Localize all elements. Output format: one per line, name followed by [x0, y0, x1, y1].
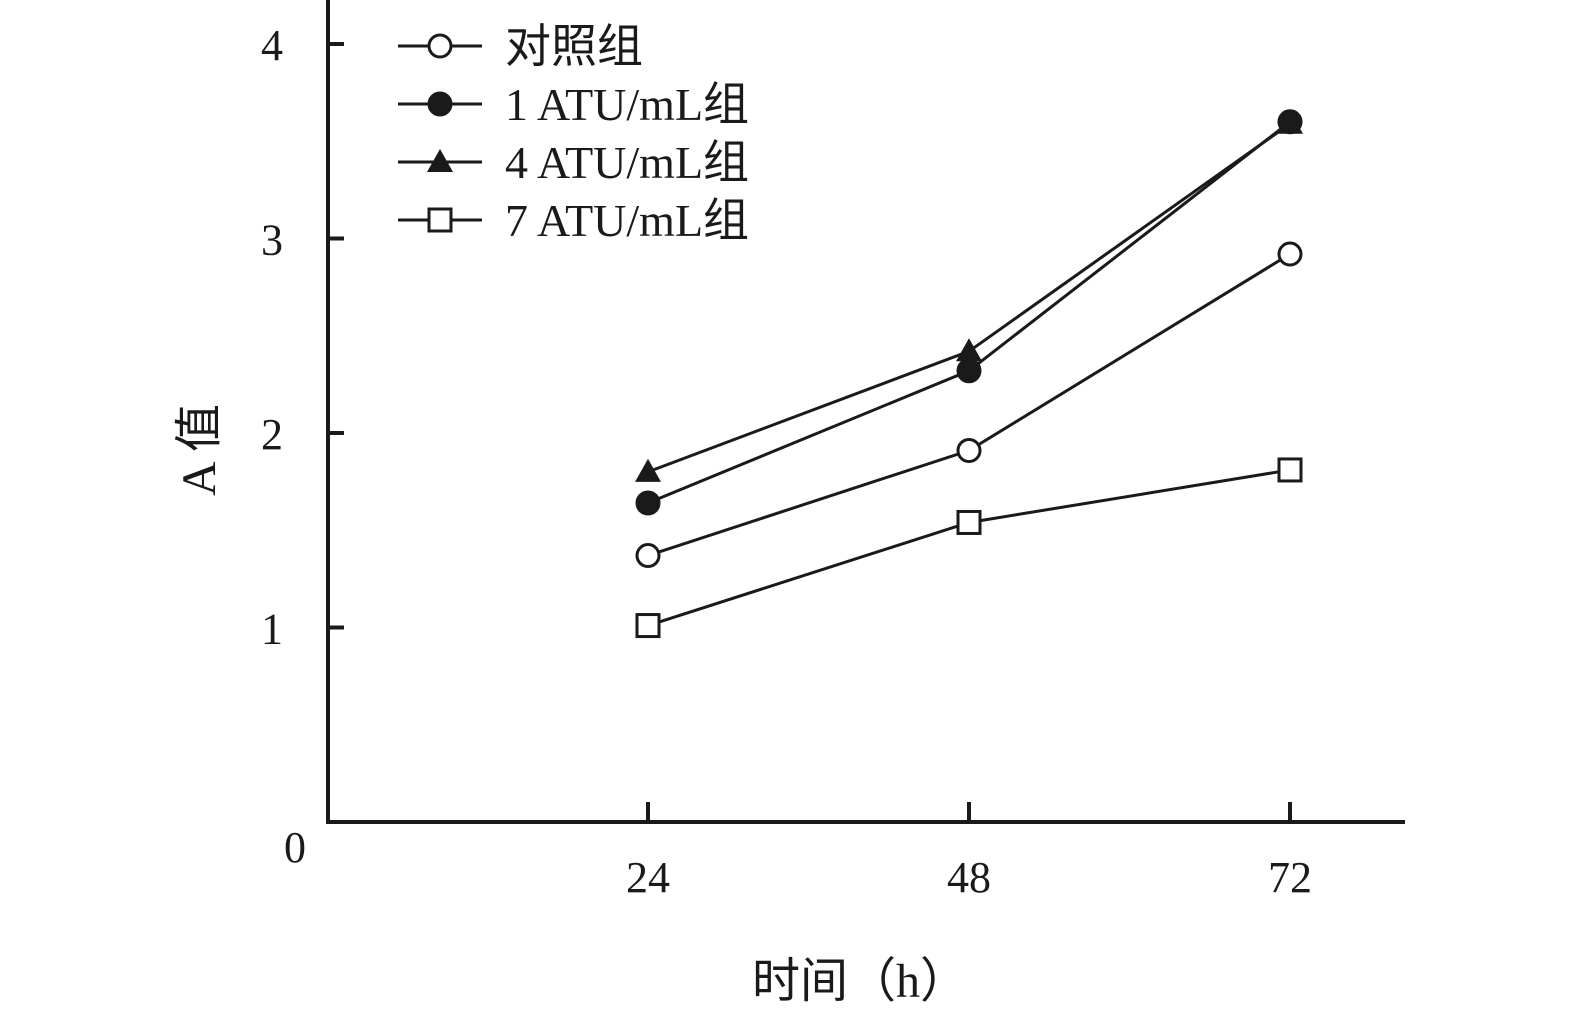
- data-point-2-72: [1277, 110, 1303, 134]
- data-point-0-24: [635, 543, 661, 569]
- y-axis-label: A 值: [173, 404, 226, 496]
- legend-item-1: 1 ATU/mL组: [398, 79, 749, 130]
- y-tick-label-0: 0: [284, 823, 306, 872]
- data-point-1-48: [956, 358, 982, 384]
- legend-label-2: 4 ATU/mL组: [505, 137, 749, 188]
- x-ticks: 24 48 72: [626, 802, 1312, 902]
- y-tick-label-1: 1: [261, 605, 283, 654]
- y-tick-label-4: 4: [261, 21, 283, 70]
- x-tick-label-48: 48: [947, 853, 991, 902]
- series-markers-2: [635, 110, 1303, 482]
- series-markers-3: [635, 457, 1303, 639]
- legend-marker-1: [427, 91, 453, 117]
- data-point-3-72: [1277, 457, 1303, 483]
- x-tick-label-24: 24: [626, 853, 670, 902]
- series-3: [647, 468, 1291, 627]
- data-point-3-24: [635, 613, 661, 639]
- x-tick-label-72: 72: [1268, 853, 1312, 902]
- data-point-3-48: [956, 509, 982, 535]
- y-tick-label-3: 3: [261, 216, 283, 265]
- legend: 对照组 1 ATU/mL组 4 ATU/mL组 7 ATU/mL组: [398, 21, 749, 246]
- legend-marker-0: [427, 33, 453, 59]
- legend-item-0: 对照组: [398, 21, 643, 72]
- series-layer: [635, 109, 1303, 639]
- data-point-2-48: [956, 338, 982, 362]
- axes: [326, 0, 1405, 824]
- legend-item-3: 7 ATU/mL组: [398, 195, 749, 246]
- legend-label-0: 对照组: [505, 21, 643, 72]
- data-point-0-72: [1277, 241, 1303, 267]
- y-ticks: 0 1 2 3 4: [261, 21, 344, 872]
- legend-label-3: 7 ATU/mL组: [505, 195, 749, 246]
- legend-item-2: 4 ATU/mL组: [398, 137, 749, 188]
- x-axis-label: 时间（h）: [752, 955, 968, 1008]
- legend-marker-2: [427, 149, 453, 172]
- series-line-3: [647, 468, 1291, 627]
- data-point-1-24: [635, 490, 661, 516]
- data-point-2-24: [635, 458, 661, 482]
- y-tick-label-2: 2: [261, 410, 283, 459]
- data-point-0-48: [956, 438, 982, 464]
- legend-label-1: 1 ATU/mL组: [505, 79, 749, 130]
- series-markers-0: [635, 241, 1303, 569]
- legend-marker-3: [427, 207, 453, 233]
